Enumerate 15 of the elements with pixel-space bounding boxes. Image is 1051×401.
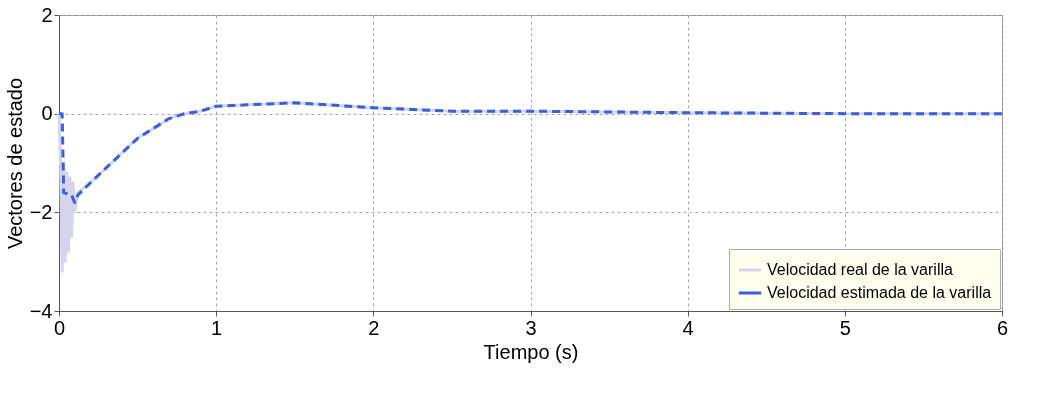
x-tick-label: 2 xyxy=(368,316,380,339)
y-axis-title: Vectores de estado xyxy=(3,77,26,250)
x-tick-label: 5 xyxy=(839,316,851,339)
x-tick-label: 4 xyxy=(682,316,694,339)
line-series xyxy=(57,101,1004,204)
y-tick-label: 0 xyxy=(41,102,53,125)
x-tick-label: 3 xyxy=(525,316,537,339)
x-tick-label: 1 xyxy=(211,316,223,339)
y-tick-label: 2 xyxy=(41,3,53,26)
y-tick-label: −2 xyxy=(29,200,53,223)
y-tick-label: −4 xyxy=(29,299,53,322)
legend-label: Velocidad estimada de la varilla xyxy=(767,284,992,301)
x-axis-title: Tiempo (s) xyxy=(483,340,579,363)
legend-label: Velocidad real de la varilla xyxy=(767,261,953,278)
x-tick-label: 6 xyxy=(996,316,1009,339)
